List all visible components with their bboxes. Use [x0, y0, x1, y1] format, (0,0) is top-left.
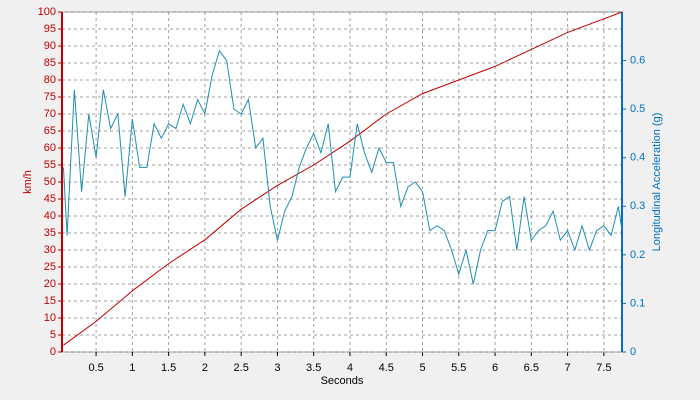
- y-tick-label: 45: [44, 193, 56, 205]
- series-line: [62, 49, 623, 285]
- y-tick-label: 70: [44, 108, 56, 120]
- y2-tick-label: 0.2: [630, 249, 645, 261]
- y-tick-label: 100: [38, 6, 56, 18]
- y2-tick-label: 0.3: [630, 200, 645, 212]
- x-tick-label: 3: [274, 362, 280, 374]
- y-tick-label: 0: [50, 346, 56, 358]
- x-tick-label: 4.5: [379, 362, 394, 374]
- y2-tick-label: 0.1: [630, 297, 645, 309]
- y2-tick-label: 0.6: [630, 54, 645, 66]
- x-tick-label: 2: [202, 362, 208, 374]
- x-tick-label: 6: [492, 362, 498, 374]
- x-tick-label: 1: [129, 362, 135, 374]
- y-tick-label: 60: [44, 142, 56, 154]
- y-tick-label: 25: [44, 261, 56, 273]
- y-tick-label: 35: [44, 227, 56, 239]
- x-tick-label: 5: [419, 362, 425, 374]
- y-tick-label: 40: [44, 210, 56, 222]
- y-tick-label: 5: [50, 329, 56, 341]
- y-tick-label: 30: [44, 244, 56, 256]
- y2-tick-label: 0.5: [630, 103, 645, 115]
- y-tick-label: 10: [44, 312, 56, 324]
- x-tick-label: 3.5: [306, 362, 321, 374]
- y-tick-label: 15: [44, 295, 56, 307]
- plot-area: [61, 11, 623, 353]
- y-tick-label: 75: [44, 91, 56, 103]
- y-tick-label: 50: [44, 176, 56, 188]
- x-tick-label: 0.5: [88, 362, 103, 374]
- x-tick-label: 5.5: [451, 362, 466, 374]
- y-tick-label: 90: [44, 40, 56, 52]
- y2-tick-label: 0: [630, 346, 636, 358]
- x-tick-label: 2.5: [234, 362, 249, 374]
- x-tick-label: 4: [347, 362, 353, 374]
- y2-axis-label: Longitudinal Acceleration (g): [651, 113, 663, 252]
- y-tick-label: 85: [44, 57, 56, 69]
- y-tick-label: 95: [44, 23, 56, 35]
- y-tick-label: 80: [44, 74, 56, 86]
- y-axis-label: km/h: [22, 170, 34, 194]
- y-tick-label: 20: [44, 278, 56, 290]
- x-tick-label: 7: [565, 362, 571, 374]
- y-tick-label: 55: [44, 159, 56, 171]
- series-line: [63, 11, 623, 346]
- x-axis-label: Seconds: [321, 375, 364, 387]
- y2-tick-label: 0.4: [630, 152, 645, 164]
- x-tick-label: 7.5: [596, 362, 611, 374]
- x-tick-label: 6.5: [524, 362, 539, 374]
- y-tick-label: 65: [44, 125, 56, 137]
- x-tick-label: 1.5: [161, 362, 176, 374]
